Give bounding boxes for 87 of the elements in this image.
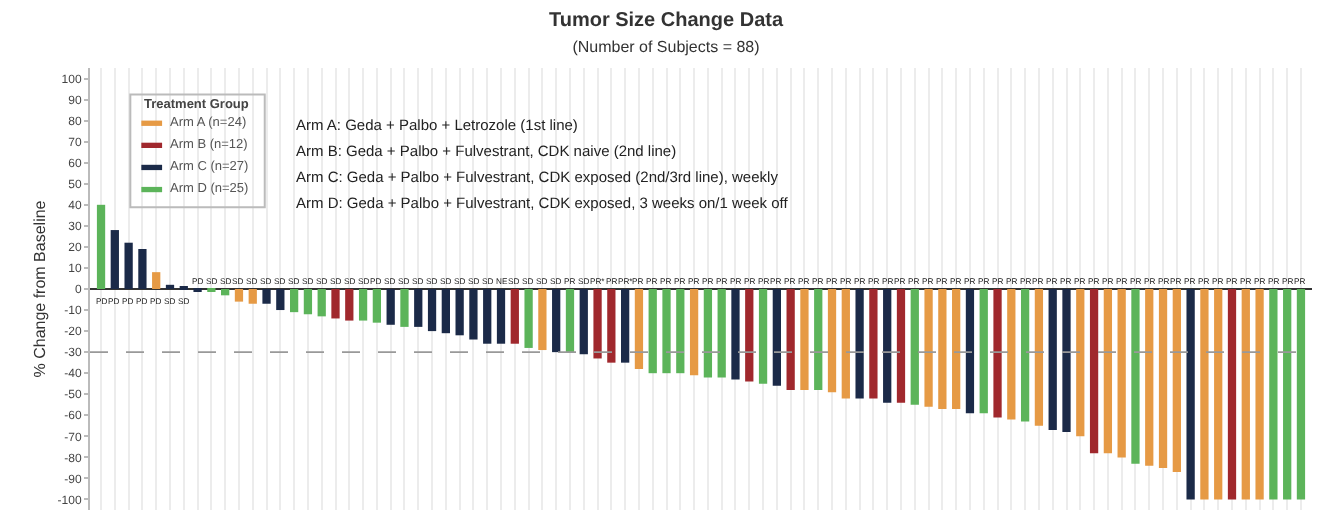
- bar: [855, 289, 864, 399]
- bar: [358, 289, 368, 321]
- bar: [1048, 289, 1057, 431]
- bar: [731, 289, 740, 380]
- bar: [234, 289, 244, 302]
- bar: [441, 289, 450, 334]
- bar: [345, 289, 354, 321]
- bar: [952, 289, 961, 409]
- bar: [1241, 289, 1250, 500]
- bar: [276, 289, 285, 311]
- bar: [634, 289, 644, 369]
- bar: [1296, 289, 1306, 500]
- bar: [1103, 289, 1113, 454]
- bar: [1283, 289, 1292, 500]
- bar: [910, 289, 919, 405]
- bar: [1172, 289, 1181, 473]
- bar: [1089, 289, 1099, 454]
- bar: [386, 289, 395, 325]
- bar: [221, 289, 230, 296]
- bar: [289, 289, 299, 313]
- bar: [124, 242, 133, 289]
- y-axis-title: % Change from Baseline: [30, 199, 49, 378]
- bar: [772, 289, 781, 386]
- bar: [869, 289, 878, 399]
- bar: [883, 289, 892, 403]
- bar: [552, 289, 561, 353]
- bar: [1145, 289, 1154, 466]
- bar: [662, 289, 671, 374]
- bar: [621, 289, 630, 363]
- chart-subtitle: (Number of Subjects = 88): [572, 38, 761, 57]
- bar: [248, 289, 257, 304]
- bar: [317, 289, 326, 317]
- bar: [993, 289, 1002, 418]
- bar: [96, 204, 106, 289]
- bar: [758, 289, 768, 384]
- bar: [1227, 289, 1237, 500]
- bar: [1034, 289, 1044, 426]
- bar: [579, 289, 588, 355]
- bar: [924, 289, 933, 407]
- bar: [524, 289, 533, 348]
- bar: [703, 289, 713, 378]
- bar: [331, 289, 340, 319]
- bar: [496, 289, 506, 344]
- bar: [786, 289, 795, 391]
- bar: [110, 230, 119, 289]
- bar: [427, 289, 437, 332]
- bar: [648, 289, 657, 374]
- bar: [1200, 289, 1209, 500]
- bar: [745, 289, 754, 382]
- bar: [1131, 289, 1140, 464]
- bar: [1214, 289, 1223, 500]
- bar: [1076, 289, 1085, 437]
- bar: [1158, 289, 1168, 468]
- bar: [303, 289, 313, 315]
- bar: [262, 289, 271, 304]
- bar: [896, 289, 906, 403]
- bar: [455, 289, 464, 336]
- bar: [372, 289, 382, 323]
- bar: [593, 289, 602, 359]
- bar: [469, 289, 478, 340]
- bar: [483, 289, 492, 344]
- bar: [827, 289, 837, 393]
- bar: [1269, 289, 1278, 500]
- bar: [565, 289, 575, 353]
- bar: [965, 289, 975, 414]
- bar: [800, 289, 809, 391]
- bar: [717, 289, 726, 378]
- bar: [938, 289, 947, 409]
- bar: [1007, 289, 1016, 420]
- bar: [1020, 289, 1030, 422]
- bar: [979, 289, 988, 414]
- bar: [538, 289, 547, 351]
- bar: [414, 289, 423, 327]
- bar: [1117, 289, 1126, 458]
- bar: [676, 289, 685, 374]
- bar: [138, 249, 147, 289]
- chart-title: Tumor Size Change Data: [548, 10, 784, 33]
- bar: [841, 289, 850, 399]
- bar: [510, 289, 519, 344]
- bar: [689, 289, 699, 376]
- bar: [1062, 289, 1071, 433]
- bar: [814, 289, 823, 391]
- bar: [1186, 289, 1195, 500]
- bar: [400, 289, 409, 327]
- bar: [607, 289, 616, 363]
- bar: [152, 272, 161, 289]
- bar: [1255, 289, 1264, 500]
